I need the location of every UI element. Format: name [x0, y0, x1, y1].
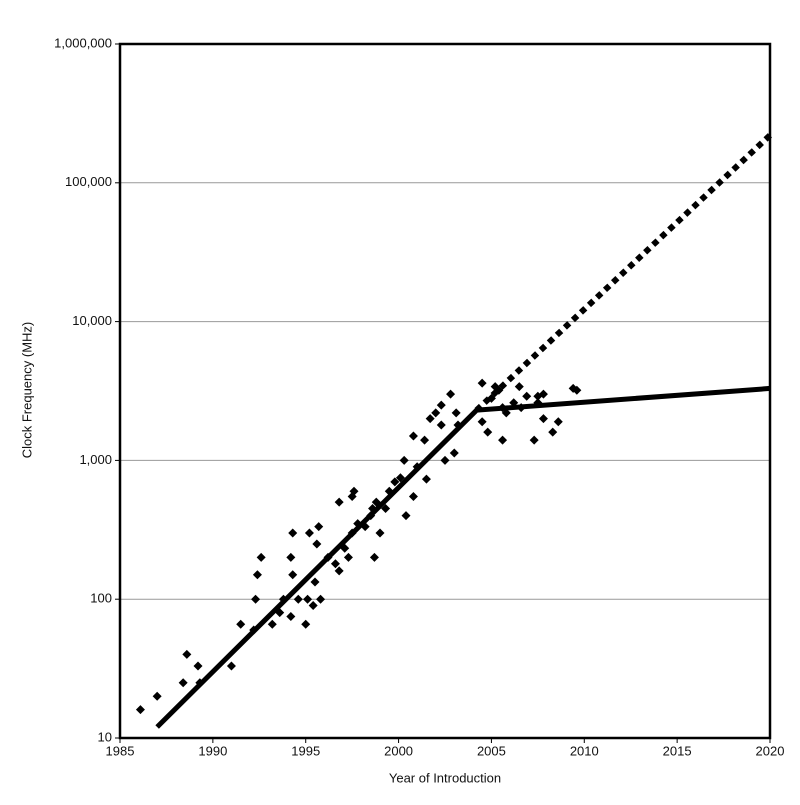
y-tick-label: 10 — [98, 729, 112, 744]
data-point — [498, 435, 508, 445]
y-tick-label: 1,000 — [79, 452, 112, 467]
data-point — [553, 417, 563, 427]
x-tick-label: 1990 — [198, 743, 227, 758]
data-point — [369, 552, 379, 562]
data-point — [408, 491, 418, 501]
data-point — [312, 539, 322, 549]
data-point — [436, 420, 446, 430]
data-point — [538, 389, 548, 399]
data-point — [368, 504, 378, 514]
data-point — [483, 427, 493, 437]
x-tick-label: 2020 — [756, 743, 785, 758]
y-tick-label: 1,000,000 — [54, 35, 112, 50]
data-point — [286, 552, 296, 562]
data-point — [381, 504, 391, 514]
y-tick-label: 100,000 — [65, 174, 112, 189]
data-point — [477, 417, 487, 427]
y-axis-label: Clock Frequency (MHz) — [19, 322, 34, 459]
data-point — [330, 559, 340, 569]
data-point — [304, 528, 314, 538]
data-point — [314, 522, 324, 532]
data-point — [182, 649, 192, 659]
data-point — [420, 435, 430, 445]
data-point — [288, 570, 298, 580]
data-point — [390, 477, 400, 487]
data-point — [303, 594, 313, 604]
x-tick-label: 2000 — [384, 743, 413, 758]
data-point — [226, 661, 236, 671]
data-point — [431, 408, 441, 418]
x-tick-label: 1995 — [291, 743, 320, 758]
data-point — [236, 619, 246, 629]
data-point — [449, 448, 459, 458]
data-point — [308, 601, 318, 611]
data-point — [135, 705, 145, 715]
data-point — [256, 552, 266, 562]
data-point — [293, 594, 303, 604]
x-axis-label: Year of Introduction — [389, 770, 501, 785]
data-point — [152, 691, 162, 701]
data-point — [522, 391, 532, 401]
data-point — [301, 619, 311, 629]
data-point — [334, 566, 344, 576]
x-tick-label: 2010 — [570, 743, 599, 758]
data-point — [538, 414, 548, 424]
data-point — [529, 435, 539, 445]
data-point — [408, 431, 418, 441]
data-point — [288, 528, 298, 538]
data-point — [178, 678, 188, 688]
data-point — [401, 511, 411, 521]
data-point — [514, 382, 524, 392]
data-point — [316, 594, 326, 604]
data-point — [436, 400, 446, 410]
x-tick-label: 2005 — [477, 743, 506, 758]
data-point — [267, 619, 277, 629]
trend-line — [474, 133, 773, 413]
data-point — [375, 528, 385, 538]
data-point — [446, 389, 456, 399]
plot-frame — [118, 42, 772, 740]
y-tick-label: 10,000 — [72, 313, 112, 328]
data-point — [286, 612, 296, 622]
data-point — [334, 497, 344, 507]
data-point — [477, 378, 487, 388]
x-tick-label: 2015 — [663, 743, 692, 758]
data-point — [548, 427, 558, 437]
data-point — [451, 408, 461, 418]
data-point — [193, 661, 203, 671]
data-point — [440, 455, 450, 465]
data-point — [252, 570, 262, 580]
data-point — [572, 385, 582, 395]
data-point — [343, 552, 353, 562]
x-tick-label: 1985 — [106, 743, 135, 758]
data-point — [349, 486, 359, 496]
trend-line — [155, 385, 771, 729]
data-point — [399, 455, 409, 465]
data-point — [421, 474, 431, 484]
data-point — [425, 414, 435, 424]
data-point — [251, 594, 261, 604]
data-point — [310, 577, 320, 587]
y-tick-label: 100 — [90, 591, 112, 606]
